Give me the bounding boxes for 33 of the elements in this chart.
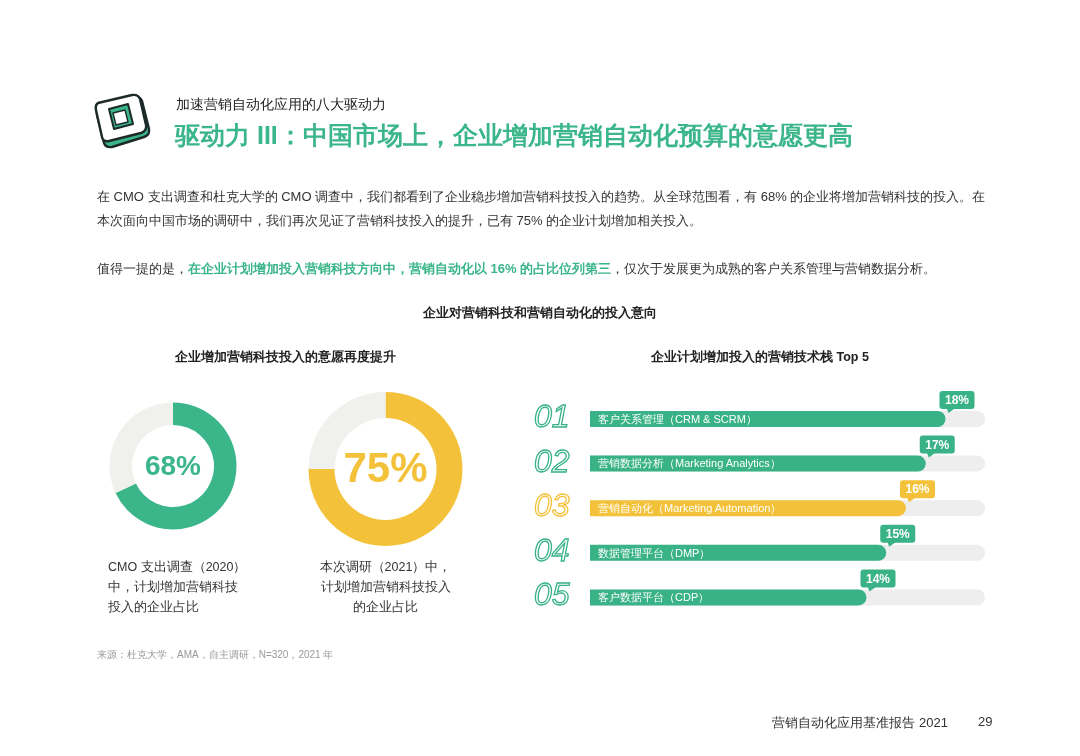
donut-slice bbox=[115, 402, 237, 530]
text: CMO 支出调查（2020）中，计划增加营销科技投入的企业占比 bbox=[108, 560, 247, 614]
text: 驱动力 III：中国市场上，企业增加营销自动化预算的意愿更高 bbox=[175, 121, 853, 149]
text: 值得一提的是， bbox=[97, 261, 188, 276]
text: 企业对营销科技和营销自动化的投入意向 bbox=[423, 305, 657, 320]
y-tick-label: 营销数据分析（Marketing Analytics） bbox=[598, 457, 781, 470]
data-label: 15% bbox=[885, 527, 911, 541]
text: 29 bbox=[978, 714, 993, 729]
y-tick-label: 客户关系管理（CRM & SCRM） bbox=[598, 412, 757, 425]
text: 加速营销自动化应用的八大驱动力 bbox=[176, 96, 386, 112]
data-label: 18% bbox=[944, 393, 970, 408]
data-label: 68% bbox=[144, 449, 202, 481]
text: 03 bbox=[534, 487, 570, 524]
text: 02 bbox=[534, 442, 570, 479]
text: 在企业计划增加投入营销科技方向中，营销自动化以 16% 的占比位列第三 bbox=[188, 261, 612, 276]
data-label: 14% bbox=[865, 571, 891, 586]
text: 企业增加营销科技投入的意愿再度提升 bbox=[174, 350, 396, 364]
data-label: 16% bbox=[905, 482, 930, 497]
text: 04 bbox=[534, 531, 570, 568]
text: 01 bbox=[534, 398, 570, 434]
y-tick-label: 营销自动化（Marketing Automation） bbox=[598, 502, 782, 515]
y-tick-label: 数据管理平台（DMP） bbox=[598, 546, 711, 559]
y-tick-label: 客户数据平台（CDP） bbox=[598, 591, 710, 604]
data-label: 75% bbox=[343, 443, 428, 491]
chart-title: 企业计划增加投入的营销技术栈 Top 5 bbox=[651, 350, 869, 364]
text: 营销自动化应用基准报告 2021 bbox=[772, 715, 948, 730]
source-note: 来源：杜克大学，AMA，自主调研，N=320，2021 年 bbox=[97, 649, 334, 660]
text: ，仅次于发展更为成熟的客户关系管理与营销数据分析。 bbox=[611, 261, 937, 276]
data-label: 17% bbox=[925, 437, 950, 452]
text: 在 CMO 支出调查和杜克大学的 CMO 调查中，我们都看到了企业稳步增加营销科技投入的趋势。从全球范围看，有 68% 的企业将增加营销科技的投入。在本次面向中国市场的调研中，我们再次见证了营销科技投入的提升，已有 75% 的企业计划增加相关投入。 bbox=[97, 189, 986, 228]
donut-slice bbox=[308, 392, 463, 546]
text: 本次调研（2021）中，计划增加营销科技投入的企业占比 bbox=[319, 560, 452, 614]
text: 05 bbox=[534, 576, 570, 613]
